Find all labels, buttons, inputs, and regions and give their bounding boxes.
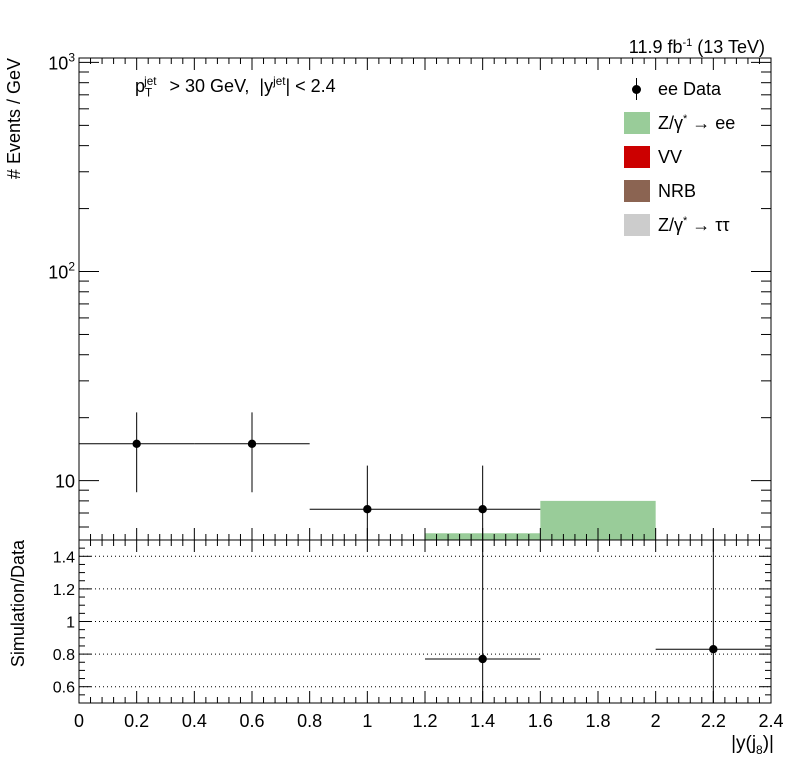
data-point-0 bbox=[132, 439, 141, 448]
ratio-point-1 bbox=[709, 645, 718, 654]
legend-swatch bbox=[624, 112, 650, 134]
ratio-y-tick-label: 0.8 bbox=[53, 647, 75, 664]
cut-label: pTjet > 30 GeV, |yjet| < 2.4 bbox=[135, 75, 336, 100]
ratio-y-tick-label: 1.2 bbox=[53, 582, 75, 599]
legend-swatch bbox=[624, 146, 650, 168]
data-point-3 bbox=[478, 504, 487, 514]
legend-swatch bbox=[624, 214, 650, 236]
x-tick-label: 0.6 bbox=[239, 711, 264, 731]
x-tick-label: 1.8 bbox=[585, 711, 610, 731]
upper-y-axis-title: # Events / GeV bbox=[4, 58, 24, 179]
data-point-2 bbox=[363, 504, 372, 514]
legend-entry: ee Data bbox=[624, 76, 721, 102]
y-tick-label: 102 bbox=[48, 260, 75, 283]
legend-marker bbox=[624, 78, 650, 100]
ratio-y-axis-title: Simulation/Data bbox=[8, 539, 28, 667]
x-tick-label: 1.4 bbox=[470, 711, 495, 731]
x-axis-title: |y(j8)| bbox=[731, 733, 774, 757]
ratio-y-tick-label: 1.4 bbox=[53, 549, 75, 566]
legend-swatch bbox=[624, 180, 650, 202]
y-tick-label: 10 bbox=[55, 472, 75, 492]
ratio-y-tick-label: 0.6 bbox=[53, 680, 75, 697]
legend-label: Z/γ* → ee bbox=[658, 112, 736, 133]
x-tick-label: 0.4 bbox=[182, 711, 207, 731]
x-tick-label: 0.8 bbox=[297, 711, 322, 731]
x-tick-label: 2 bbox=[651, 711, 661, 731]
lumi-label: 11.9 fb-1 (13 TeV) bbox=[628, 37, 765, 57]
x-tick-label: 0.2 bbox=[124, 711, 149, 731]
legend-entry: Z/γ* → ee bbox=[624, 110, 735, 136]
x-tick-label: 1 bbox=[362, 711, 372, 731]
ratio-point-0 bbox=[478, 654, 487, 664]
x-tick-label: 2.4 bbox=[758, 711, 783, 731]
data-point-1 bbox=[247, 439, 257, 448]
legend-label: Z/γ* → ττ bbox=[658, 214, 730, 235]
x-tick-label: 1.2 bbox=[412, 711, 437, 731]
x-tick-label: 2.2 bbox=[701, 711, 726, 731]
y-tick-label: 103 bbox=[48, 50, 75, 73]
legend-label: ee Data bbox=[658, 78, 722, 99]
legend-entry: VV bbox=[624, 144, 682, 170]
legend-label: VV bbox=[658, 146, 683, 167]
legend-label: NRB bbox=[658, 180, 697, 201]
x-tick-label: 0 bbox=[74, 711, 84, 731]
legend-entry: Z/γ* → ττ bbox=[624, 212, 730, 238]
x-tick-label: 1.6 bbox=[528, 711, 553, 731]
ratio-y-tick-label: 1 bbox=[66, 615, 75, 632]
legend-entry: NRB bbox=[624, 178, 696, 204]
